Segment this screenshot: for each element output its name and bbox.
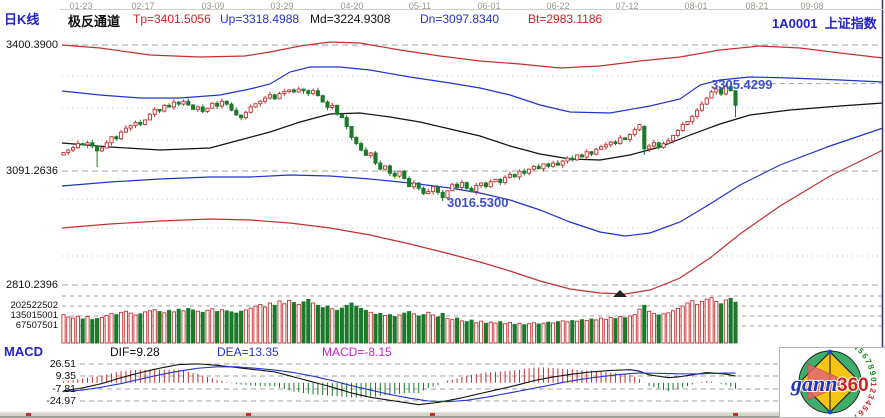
price-axis-label-2: 3091.2636 bbox=[6, 165, 58, 177]
gann360-logo: gann 360 0123456789012345 1234567890123 bbox=[779, 347, 885, 418]
channel-lines bbox=[61, 41, 884, 295]
date-label: 06-01 bbox=[477, 1, 501, 11]
date-label: 03-29 bbox=[270, 1, 294, 11]
volume-axis-label-3: 67507501 bbox=[15, 320, 58, 331]
channel-tp-value: Tp=3401.5056 bbox=[133, 12, 211, 26]
channel-md-line bbox=[61, 102, 884, 161]
channel-bt-line bbox=[61, 149, 884, 295]
date-axis-line bbox=[60, 9, 885, 10]
macd-axis-label-2: 9.35 bbox=[55, 370, 76, 382]
volume-axis-label-2: 135015001 bbox=[10, 310, 58, 321]
gridlines bbox=[62, 44, 883, 402]
marked-high-label: 3305.4299 bbox=[711, 77, 773, 92]
macd-axis-label-1: 26.51 bbox=[49, 358, 76, 370]
marked-low-label: 3016.5300 bbox=[447, 195, 509, 210]
volume-axis-label-1: 202522502 bbox=[10, 300, 58, 311]
price-axis-label-3: 2810.2396 bbox=[6, 279, 58, 291]
channel-up-line bbox=[61, 66, 884, 114]
channel-up-value: Up=3318.4988 bbox=[220, 12, 300, 26]
macd-hist-value: MACD=-8.15 bbox=[322, 345, 392, 359]
channel-dn-line bbox=[61, 127, 884, 237]
candles bbox=[61, 83, 738, 202]
channel-dn-value: Dn=3097.8340 bbox=[420, 12, 500, 26]
date-label: 07-12 bbox=[615, 1, 639, 11]
date-label: 08-21 bbox=[745, 1, 769, 11]
symbol-code: 1A0001 bbox=[772, 16, 818, 31]
volume-bars bbox=[61, 297, 738, 344]
macd-dif-value: DIF=9.28 bbox=[110, 345, 160, 359]
price-axis-label-1: 3400.3900 bbox=[6, 39, 58, 51]
date-label: 04-20 bbox=[340, 1, 364, 11]
macd-dea-value: DEA=13.35 bbox=[217, 345, 279, 359]
date-label: 06-22 bbox=[546, 1, 570, 11]
date-label: 03-09 bbox=[201, 1, 225, 11]
date-label: 01-23 bbox=[69, 1, 93, 11]
channel-bt-value: Bt=2983.1186 bbox=[528, 12, 603, 26]
chart-type-title: 日K线 bbox=[4, 12, 40, 27]
macd-histogram bbox=[63, 367, 736, 398]
channel-tp-line bbox=[61, 41, 884, 69]
date-label: 02-17 bbox=[131, 1, 155, 11]
logo-text-360: 360 bbox=[837, 375, 869, 396]
macd-panel-name[interactable]: MACD bbox=[4, 344, 43, 359]
macd-axis-label-3: -7.81 bbox=[52, 383, 76, 395]
logo-triangle bbox=[807, 363, 849, 401]
symbol-name: 上证指数 bbox=[824, 16, 877, 31]
date-label: 08-01 bbox=[684, 1, 708, 11]
marker-triangle-icon bbox=[613, 290, 627, 297]
indicator-name[interactable]: 极反通道 bbox=[68, 14, 121, 29]
symbol-title[interactable]: 1A0001 上证指数 bbox=[772, 13, 877, 32]
date-label: 05-11 bbox=[408, 1, 432, 11]
macd-dea-line bbox=[63, 366, 736, 403]
macd-dif-line bbox=[63, 363, 736, 406]
channel-md-value: Md=3224.9308 bbox=[310, 12, 391, 26]
macd-axis-label-4: -24.97 bbox=[46, 395, 76, 407]
logo-text-gann: gann bbox=[790, 371, 837, 396]
bottom-border-bar bbox=[0, 411, 885, 418]
macd-lines bbox=[63, 363, 736, 406]
date-label: 09-08 bbox=[800, 1, 824, 11]
